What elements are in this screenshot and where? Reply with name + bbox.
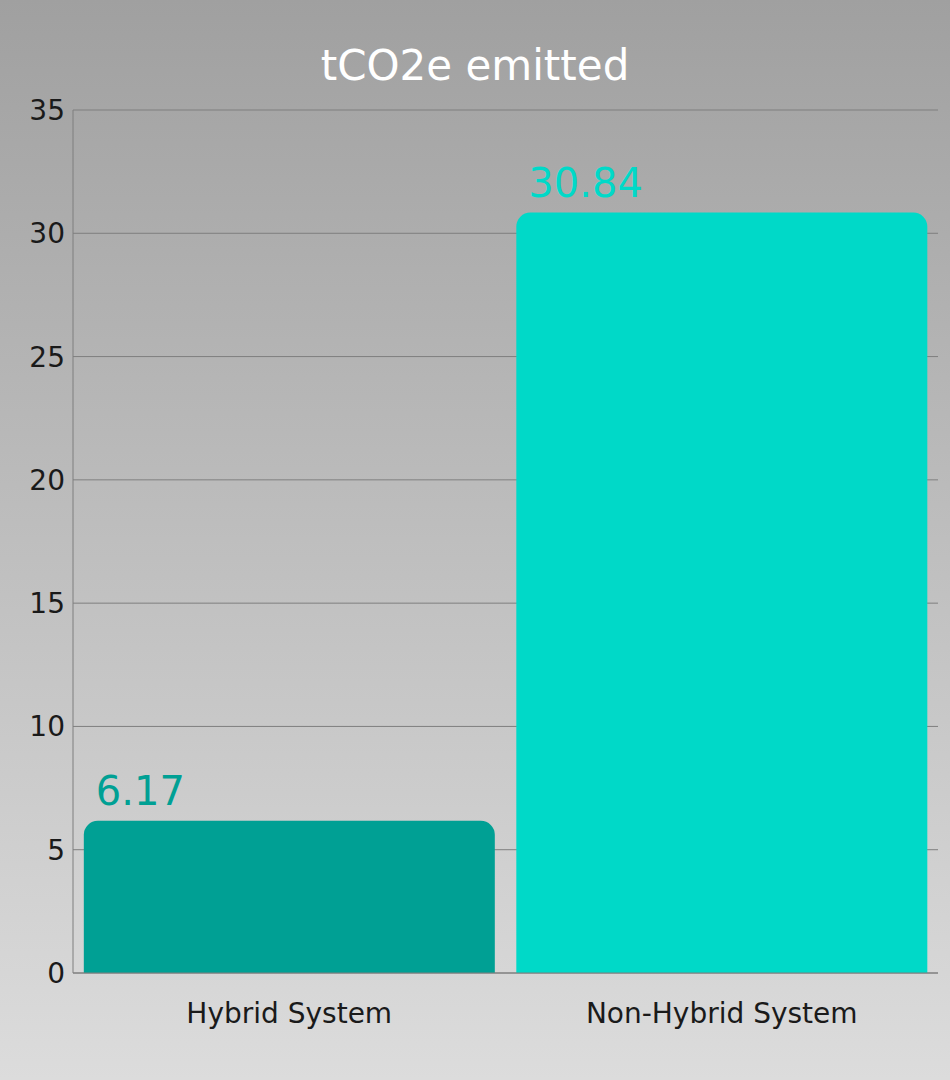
- svg-text:30.84: 30.84: [528, 160, 643, 206]
- svg-text:6.17: 6.17: [96, 768, 185, 814]
- svg-text:5: 5: [47, 834, 65, 867]
- svg-text:10: 10: [29, 710, 65, 743]
- html-text:tCO2e emitted: tCO2e emitted: [320, 41, 630, 90]
- svg-text:35: 35: [29, 94, 65, 127]
- svg-text:25: 25: [29, 341, 65, 374]
- svg-text:Non-Hybrid System: Non-Hybrid System: [586, 997, 858, 1030]
- svg-text:15: 15: [29, 587, 65, 620]
- svg-text:20: 20: [29, 464, 65, 497]
- svg-text:Hybrid System: Hybrid System: [186, 997, 392, 1030]
- svg-text:30: 30: [29, 217, 65, 250]
- svg-text:0: 0: [47, 957, 65, 990]
